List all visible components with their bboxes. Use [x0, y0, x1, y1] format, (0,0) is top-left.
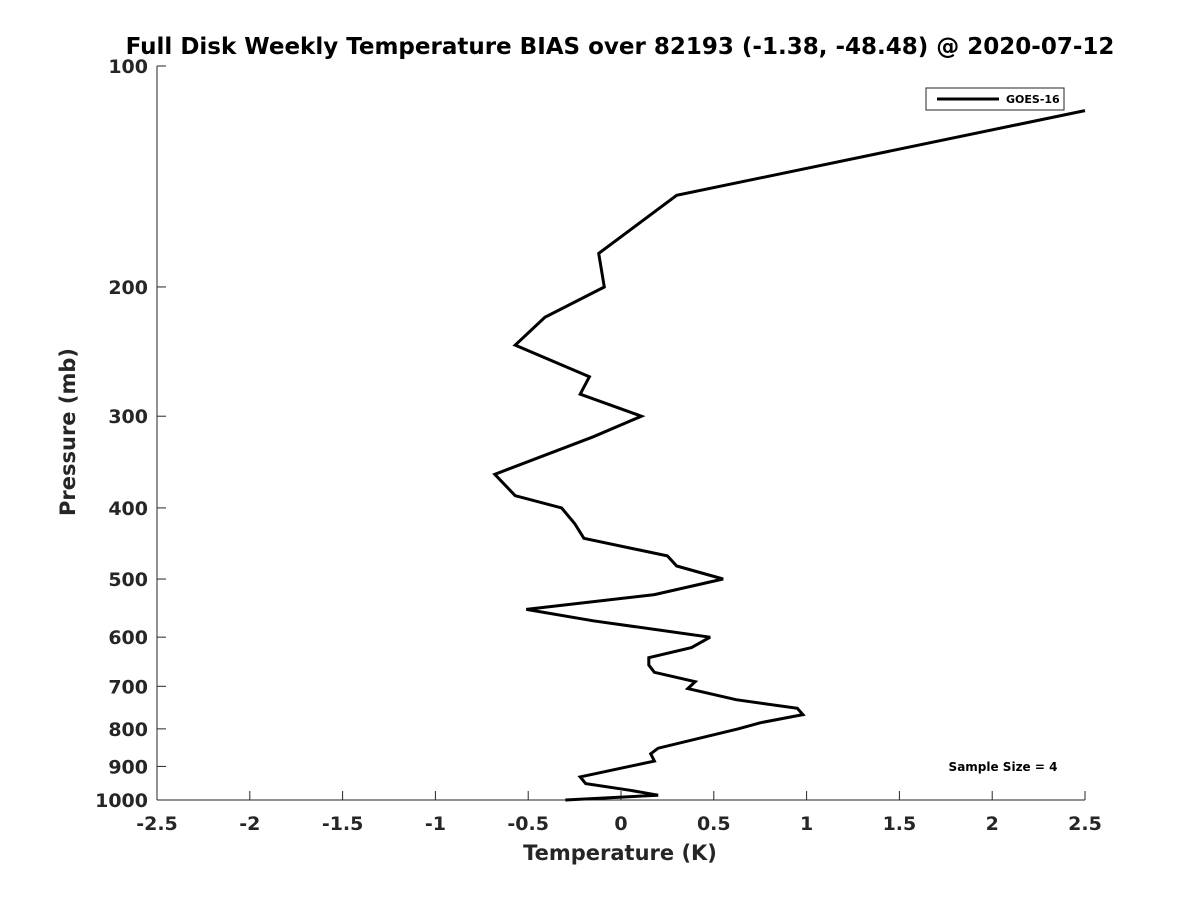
x-tick-label: 2: [986, 813, 999, 835]
x-tick-label: -1: [425, 813, 446, 835]
x-tick-label: 2.5: [1068, 813, 1102, 835]
x-tick-label: -0.5: [507, 813, 549, 835]
series-line-goes16: [492, 109, 1086, 802]
y-tick-label: 1000: [95, 790, 148, 812]
sample-size-annotation: Sample Size = 4: [949, 760, 1058, 774]
x-tick-label: -2: [239, 813, 260, 835]
x-tick-label: 0: [614, 813, 627, 835]
x-axis-title: Temperature (K): [523, 841, 717, 865]
y-tick-label: 100: [108, 56, 148, 78]
x-tick-label: 0.5: [697, 813, 731, 835]
x-tick-label: 1: [800, 813, 813, 835]
chart-title: Full Disk Weekly Temperature BIAS over 8…: [126, 34, 1115, 60]
x-tick-label: 1.5: [883, 813, 917, 835]
series-layer: [492, 109, 1086, 802]
y-tick-label: 500: [108, 569, 148, 591]
y-tick-label: 400: [108, 498, 148, 520]
x-tick-label: -2.5: [136, 813, 178, 835]
legend-label: GOES-16: [1006, 93, 1060, 106]
y-tick-label: 700: [108, 676, 148, 698]
y-axis-title: Pressure (mb): [56, 348, 80, 516]
y-tick-label: 200: [108, 277, 148, 299]
y-tick-label: 800: [108, 719, 148, 741]
axes: [156, 66, 1085, 801]
y-tick-label: 900: [108, 756, 148, 778]
x-tick-label: -1.5: [322, 813, 364, 835]
ticks: -2.5 -2 -1.5 -1 -0.5 0 0.5 1 1.5 2 2.5 100 200 300 400…: [95, 56, 1102, 835]
legend: GOES-16: [925, 87, 1065, 111]
y-tick-label: 300: [108, 406, 148, 428]
y-tick-label: 600: [108, 627, 148, 649]
